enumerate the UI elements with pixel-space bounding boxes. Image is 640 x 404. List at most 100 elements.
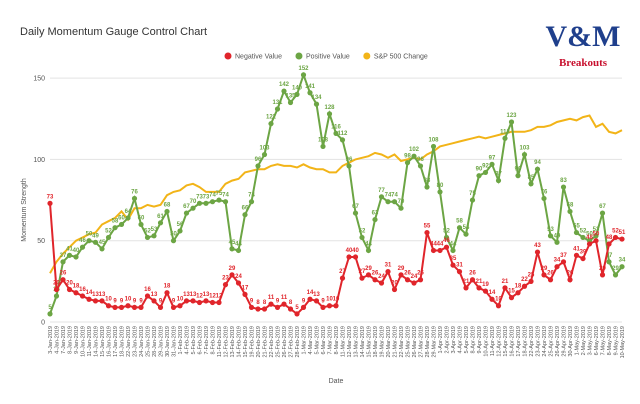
data-label: 53	[547, 227, 554, 233]
point	[521, 283, 528, 289]
point	[79, 244, 86, 250]
point	[157, 304, 164, 310]
x-tick-label: 28-Jan-2019	[152, 326, 158, 357]
data-label: 50	[586, 232, 593, 238]
logo-mark: V&M	[546, 20, 621, 53]
y-tick-label: 150	[33, 76, 45, 83]
data-label: 131	[272, 100, 283, 106]
x-tick-label: 24-Jan-2019	[139, 326, 145, 357]
data-label: 5	[295, 305, 299, 311]
point	[326, 111, 333, 117]
data-label: 8	[289, 300, 293, 306]
x-tick-label: 10-Apr-2019	[484, 326, 490, 357]
point	[235, 280, 242, 286]
data-label: 12	[196, 293, 203, 299]
data-label: 9	[276, 298, 280, 304]
point	[255, 163, 261, 169]
x-tick-label: 30-Jan-2019	[165, 326, 171, 357]
point	[593, 238, 599, 244]
data-label: 12	[216, 293, 223, 299]
data-label: 77	[378, 188, 385, 194]
data-label: 18	[73, 284, 80, 290]
x-tick-label: 19-Feb-2019	[250, 326, 256, 358]
data-label: 21	[463, 279, 470, 285]
legend-swatch	[363, 52, 371, 60]
point	[60, 277, 66, 283]
data-label: 29	[599, 266, 606, 272]
point	[307, 296, 313, 302]
x-tick-label: 22-Jan-2019	[126, 326, 132, 357]
x-tick-label: 8-Feb-2019	[211, 326, 217, 354]
data-label: 70	[398, 199, 405, 205]
point	[430, 247, 437, 254]
point	[573, 252, 580, 258]
data-label: 142	[279, 82, 290, 88]
data-label: 44	[235, 241, 242, 247]
data-label: 31	[385, 263, 392, 269]
point	[235, 247, 242, 254]
x-tick-label: 22-Mar-2019	[399, 326, 405, 358]
data-label: 49	[554, 233, 561, 239]
data-label: 51	[619, 230, 626, 236]
point	[190, 205, 196, 211]
point	[398, 272, 404, 278]
x-tick-label: 28-Mar-2019	[425, 326, 431, 358]
point	[346, 254, 352, 260]
point	[261, 151, 268, 158]
data-label: 44	[450, 241, 457, 247]
point	[612, 234, 619, 241]
point	[573, 229, 580, 236]
point	[469, 197, 476, 203]
point	[242, 212, 248, 218]
point	[222, 282, 229, 288]
point	[255, 306, 261, 312]
data-label: 64	[125, 209, 132, 215]
data-label: 76	[131, 189, 138, 195]
data-label: 112	[338, 131, 348, 137]
data-label: 5	[48, 305, 52, 311]
point	[333, 303, 339, 309]
point	[151, 233, 157, 239]
y-tick-label: 50	[37, 238, 45, 245]
x-tick-label: 29-Apr-2019	[562, 326, 568, 357]
point	[47, 311, 53, 317]
x-tick-label: 18-Mar-2019	[373, 326, 379, 358]
data-label: 74	[391, 193, 398, 199]
data-label: 21	[502, 279, 509, 285]
point	[606, 259, 612, 265]
data-label: 8	[256, 300, 260, 306]
x-tick-label: 6-Mar-2019	[321, 326, 327, 354]
x-tick-label: 12-Apr-2019	[497, 326, 503, 357]
data-label: 14	[489, 290, 496, 296]
data-label: 52	[359, 228, 366, 234]
point	[105, 303, 112, 309]
x-tick-label: 7-Feb-2019	[204, 326, 210, 354]
data-label: 44	[437, 241, 444, 247]
data-label: 13	[99, 292, 106, 298]
point	[404, 160, 411, 166]
x-tick-label: 11-Mar-2019	[341, 326, 347, 357]
data-label: 87	[495, 172, 502, 178]
point	[619, 236, 625, 242]
point	[177, 228, 183, 234]
data-label: 15	[508, 289, 515, 295]
point	[203, 200, 209, 206]
point	[125, 215, 131, 221]
point	[359, 234, 365, 241]
point	[326, 303, 333, 309]
point	[619, 264, 625, 270]
point	[547, 233, 554, 239]
x-tick-label: 19-Mar-2019	[380, 326, 386, 358]
data-label: 29	[398, 266, 405, 272]
x-tick-label: 28-Feb-2019	[295, 326, 301, 358]
data-label: 61	[157, 214, 164, 220]
data-label: 21	[476, 279, 483, 285]
x-tick-label: 22-Feb-2019	[269, 326, 275, 358]
point	[183, 210, 190, 216]
x-tick-label: 7-Jan-2019	[61, 326, 67, 354]
point	[430, 143, 437, 150]
point	[346, 163, 352, 169]
data-label: 14	[86, 290, 93, 296]
point	[307, 90, 313, 96]
data-label: 13	[313, 292, 320, 298]
